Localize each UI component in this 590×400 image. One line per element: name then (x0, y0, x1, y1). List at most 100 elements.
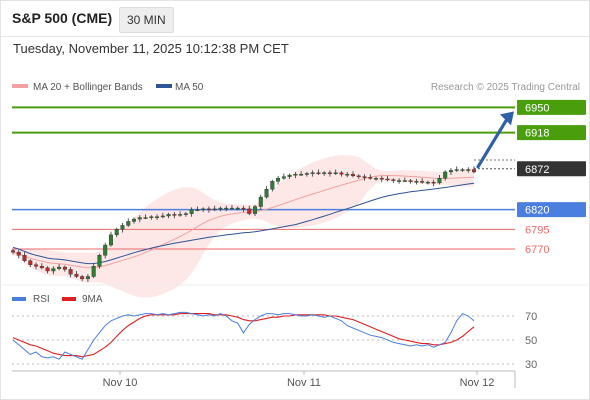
candle-body (322, 172, 327, 174)
legend-label-ma50: MA 50 (175, 82, 204, 93)
candle-body (126, 221, 131, 226)
scenario-arrow (476, 111, 514, 169)
candle-body (155, 216, 160, 218)
candle-body (345, 174, 350, 176)
legend-swatch-ma50 (156, 84, 172, 88)
candle-body (120, 225, 125, 230)
candle-body (287, 174, 292, 177)
candle-body (374, 178, 379, 180)
level-tag-6918 (517, 125, 586, 141)
chart-title: S&P 500 (CME) (12, 10, 113, 26)
candle-body (34, 264, 39, 267)
candle-body (333, 172, 338, 174)
candle-body (397, 180, 402, 182)
candle-body (402, 180, 407, 182)
candle-body (454, 169, 459, 171)
candle-body (85, 276, 90, 280)
copyright: Research © 2025 Trading Central (431, 82, 580, 93)
candle-body (258, 196, 263, 207)
candle-body (293, 174, 298, 176)
bollinger-band-area (13, 155, 474, 298)
datetime-label: Tuesday, November 11, 2025 10:12:38 PM C… (13, 41, 289, 56)
level-label-6872: 6872 (525, 164, 549, 176)
candle-body (143, 217, 148, 219)
candle-body (276, 178, 281, 182)
level-label-6918: 6918 (525, 128, 549, 140)
candle-body (304, 173, 309, 175)
candle-body (108, 234, 113, 246)
ma50-line (12, 182, 475, 265)
legend-swatch-rsi (12, 297, 26, 301)
header-divider (0, 36, 590, 37)
candle-body (91, 266, 96, 277)
candle-body (431, 181, 436, 184)
candle-body (114, 229, 119, 236)
candle-body (385, 178, 390, 181)
candle-body (241, 207, 246, 210)
candle-body (253, 206, 258, 214)
candle-body (414, 181, 419, 183)
x-tick-label-1: Nov 11 (287, 377, 321, 389)
candle-body (132, 218, 137, 222)
candle-body (316, 172, 321, 174)
candle-body (172, 214, 177, 216)
rsi-tick-label-50: 50 (525, 335, 537, 347)
level-tag-6872 (517, 161, 586, 177)
candle-body (437, 178, 442, 184)
candle-body (189, 209, 194, 214)
x-tick-label-2: Nov 12 (460, 377, 495, 389)
candle-body (137, 217, 142, 220)
candle-body (218, 207, 223, 210)
timeframe-badge[interactable]: 30 MIN (119, 7, 174, 33)
legend-label-rsi: RSI (33, 294, 50, 305)
candle-body (264, 189, 269, 198)
candle-body (350, 174, 355, 177)
candle-body (420, 181, 425, 183)
candle-body (281, 176, 286, 179)
candle-body (212, 208, 217, 211)
candle-body (339, 172, 344, 175)
candle-body (97, 255, 102, 267)
moving-averages (12, 174, 475, 269)
candle-body (57, 266, 62, 269)
level-label-6820: 6820 (525, 205, 549, 217)
rsi-legend: RSI 9MA (12, 294, 103, 305)
candle-body (448, 170, 453, 173)
candle-body (149, 216, 154, 218)
candle-body (28, 260, 33, 265)
ma20-line (12, 174, 475, 269)
candles (10, 166, 477, 282)
candle-body (310, 172, 315, 174)
candle-body (206, 208, 211, 211)
candle-body (80, 276, 85, 280)
candle-body (39, 266, 44, 269)
candle-body (379, 178, 384, 180)
candle-body (51, 268, 56, 272)
arrow-shaft (476, 115, 510, 169)
candle-body (270, 181, 275, 190)
candle-body (62, 266, 67, 270)
legend-swatch-9ma (62, 297, 76, 301)
legend-label-ma20: MA 20 + Bollinger Bands (33, 82, 143, 93)
candle-body (391, 179, 396, 181)
level-label-6770: 6770 (525, 244, 549, 256)
x-axis: Nov 10 Nov 11 Nov 12 (103, 371, 495, 389)
candle-body (368, 177, 373, 179)
legend: MA 20 + Bollinger Bands MA 50 Research ©… (12, 82, 580, 93)
candle-body (408, 180, 413, 182)
candle-body (327, 172, 332, 174)
candle-body (201, 208, 206, 211)
candle-body (356, 175, 361, 178)
x-tick-label-0: Nov 10 (103, 377, 138, 389)
candle-body (68, 269, 73, 275)
rsi-ma-line (12, 313, 475, 358)
candle-body (472, 169, 477, 173)
candle-body (247, 208, 252, 214)
level-tag-6950 (517, 99, 586, 115)
arrow-head (500, 111, 514, 126)
candle-body (103, 244, 108, 256)
candle-body (466, 169, 471, 171)
level-label-6795: 6795 (525, 224, 549, 236)
rsi-grid: 70 50 30 (12, 311, 537, 371)
